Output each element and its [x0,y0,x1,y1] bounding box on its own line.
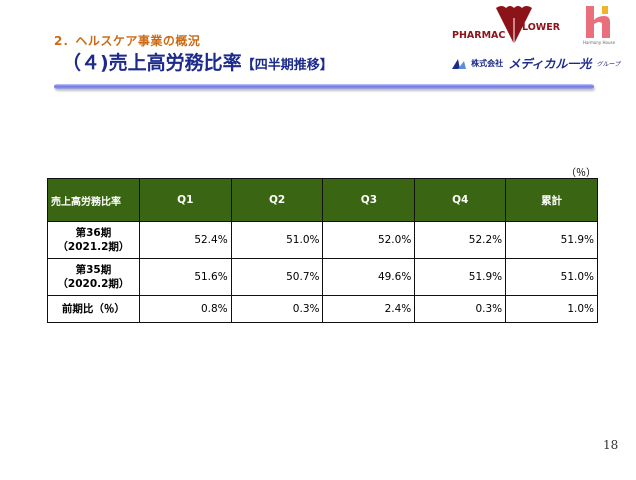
table-cell: 0.3% [414,295,507,323]
harmony-house-logo: Harmony House [576,4,622,48]
company-type-label: 株式会社 [471,59,504,68]
page-title: （４)売上高労務比率【四半期推移】 [62,48,333,75]
company-mark-icon [452,58,466,69]
table-cell: 51.9% [414,258,507,296]
row-label: 第35期 （2020.2期） [47,258,140,296]
table-cell: 52.4% [138,221,232,259]
page-title-sub: 【四半期推移】 [241,58,333,73]
table-cell: 52.2% [414,221,507,259]
table-cell: 49.6% [322,258,416,296]
labor-cost-ratio-table: 売上高労務比率 Q1 Q2 Q3 Q4 累計 第36期 （2021.2期） 52.… [47,178,598,323]
table-cell: 1.0% [505,295,598,323]
pharmacy-flower-logo-left: PHARMAC [452,30,506,41]
column-header: 売上高労務比率 [47,178,140,222]
pharmacy-flower-logo-right: LOWER [522,22,561,33]
title-underline [54,84,594,89]
harmony-house-caption: Harmony House [582,40,616,45]
company-brand-label: メディカル一光 [508,57,592,71]
table-cell: 0.3% [230,295,324,323]
row-label: 前期比（％） [47,295,140,323]
column-header: Q4 [414,178,507,222]
table-cell: 51.0% [230,221,324,259]
column-header: Q3 [322,178,416,222]
page-title-main: （４)売上高労務比率 [62,52,242,74]
table-cell: 51.9% [505,221,598,259]
table-row: 第35期 （2020.2期） 51.6% 50.7% 49.6% 51.9% 51… [47,258,598,296]
table-cell: 0.8% [138,295,232,323]
page-number: 18 [603,438,619,452]
company-group-label: グループ [596,61,621,68]
section-subtitle: 2．ヘルスケア事業の概況 [54,34,201,48]
row-label: 第36期 （2021.2期） [47,221,140,259]
table-cell: 50.7% [230,258,324,296]
table-cell: 51.6% [138,258,232,296]
table-row: 第36期 （2021.2期） 52.4% 51.0% 52.0% 52.2% 51… [47,221,598,259]
table-row: 前期比（％） 0.8% 0.3% 2.4% 0.3% 1.0% [47,295,598,323]
table-cell: 51.0% [505,258,598,296]
column-header: Q2 [230,178,324,222]
column-header: Q1 [138,178,232,222]
medical-ikko-logo: 株式会社 メディカル一光 グループ [452,53,620,72]
table-cell: 52.0% [322,221,416,259]
table-header-row: 売上高労務比率 Q1 Q2 Q3 Q4 累計 [47,178,598,222]
harmony-house-h-icon [586,6,610,38]
table-cell: 2.4% [322,295,416,323]
unit-label: （％） [566,168,596,179]
pharmacy-flower-logo: PHARMAC LOWER [452,4,567,46]
column-header: 累計 [505,178,598,222]
flower-icon [496,6,532,44]
